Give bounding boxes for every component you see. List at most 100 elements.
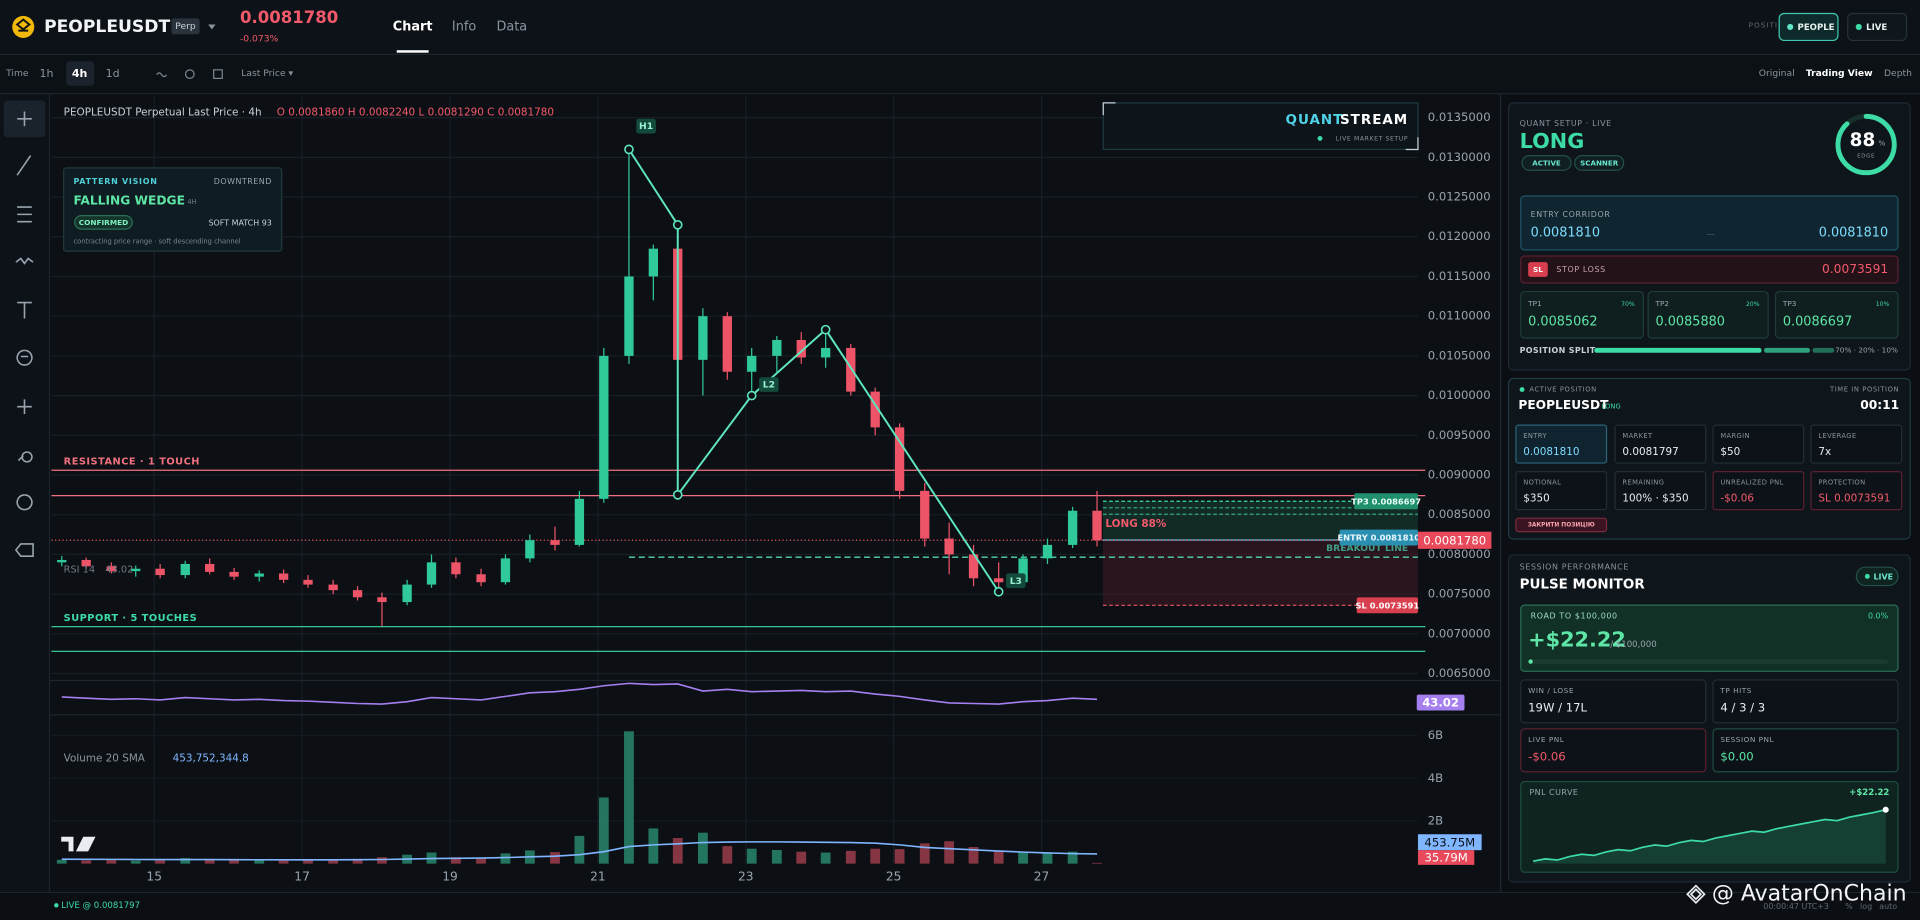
position-cell	[1712, 471, 1805, 511]
tool-icon[interactable]	[17, 399, 32, 415]
position-cell	[1712, 424, 1805, 464]
y-tick-label: 0.0100000	[1428, 388, 1491, 402]
tool-icon[interactable]	[17, 206, 32, 223]
tool-icon[interactable]	[213, 69, 223, 80]
header-button[interactable]	[1847, 12, 1908, 42]
volume-bar	[1042, 853, 1053, 864]
price-source[interactable]: Last Price ▾	[241, 68, 293, 79]
setup-label: QUANT SETUP · LIVE	[1520, 119, 1612, 128]
y-tick-label: 0.0065000	[1428, 666, 1491, 680]
tool-icon[interactable]	[16, 349, 33, 366]
position-symbol: PEOPLEUSDT	[1518, 398, 1609, 412]
level-label: RESISTANCE · 1 TOUCH	[64, 457, 200, 468]
position-label: ACTIVE POSITION	[1529, 386, 1596, 394]
volume-bar	[130, 860, 141, 864]
qs-subtitle: LIVE MARKET SETUP	[1336, 135, 1408, 142]
target-share: 20%	[1746, 301, 1760, 308]
sl-box	[1520, 255, 1899, 284]
header-button-label[interactable]: LIVE	[1866, 23, 1887, 33]
x-tick-label: 25	[886, 870, 902, 884]
drawing-toolbar	[0, 94, 49, 892]
tab[interactable]: Info	[452, 19, 476, 34]
interval[interactable]: 4h	[72, 67, 88, 80]
header-button[interactable]	[1778, 12, 1839, 42]
view-option[interactable]: Original	[1759, 68, 1795, 79]
pattern-label-bg	[1006, 573, 1026, 589]
corridor-sep: —	[1706, 229, 1715, 239]
candle-body	[352, 590, 363, 598]
candle-body	[426, 562, 437, 585]
y-tick-label: 0.0085000	[1428, 507, 1491, 521]
tool-icon[interactable]	[17, 451, 33, 463]
stop-loss-zone	[1102, 540, 1418, 606]
tool-icon[interactable]	[184, 69, 195, 80]
road-progress: 0.0%	[1868, 612, 1889, 621]
stat-value: $0.00	[1720, 750, 1753, 764]
candle-body	[451, 562, 461, 575]
y-tick-label: 0.0105000	[1428, 348, 1491, 362]
pv-pattern: FALLING WEDGE	[73, 193, 184, 207]
sl-value: 0.0073591	[1822, 262, 1888, 276]
pattern-point	[746, 390, 757, 401]
road-dot	[1528, 659, 1533, 664]
view-option[interactable]: Trading View	[1806, 68, 1873, 79]
candle-body	[229, 571, 239, 577]
close-button-label[interactable]: ЗАКРИТИ ПОЗИЦІЮ	[1528, 522, 1595, 528]
target-name: TP2	[1655, 299, 1670, 308]
footer-option[interactable]: auto	[1879, 902, 1897, 911]
chart-title: PEOPLEUSDT Perpetual Last Price · 4h	[64, 107, 262, 119]
volume-bar	[303, 860, 313, 864]
interval[interactable]: 1d	[106, 67, 120, 80]
volume-bar	[204, 859, 215, 864]
status-bar	[0, 891, 1920, 920]
toolbar-row	[0, 55, 1920, 94]
position-cell	[1515, 471, 1608, 511]
tool-icon[interactable]	[156, 72, 168, 78]
pattern-label: L2	[763, 380, 775, 391]
stat-card	[1520, 728, 1707, 773]
tool-icon[interactable]	[15, 257, 34, 265]
tool-icon[interactable]	[16, 155, 32, 176]
tool-icon[interactable]	[14, 543, 34, 557]
tool-icon[interactable]	[17, 301, 32, 319]
footer-option[interactable]: %	[1845, 902, 1853, 911]
y-tick-label: 0.0115000	[1428, 269, 1491, 283]
dropdown-arrow[interactable]	[208, 24, 216, 30]
view-option[interactable]: Depth	[1884, 68, 1912, 79]
tool-icon[interactable]	[16, 494, 33, 511]
rsi-tag-bg	[1416, 694, 1465, 711]
y-tick-label: 0.0080000	[1428, 547, 1491, 561]
target-card	[1774, 290, 1899, 339]
volume-bar	[820, 852, 831, 864]
volume-bar	[1092, 862, 1102, 864]
candle-body	[377, 597, 387, 603]
interval[interactable]: 1h	[40, 67, 54, 80]
session-pnl: +$22.22	[1528, 628, 1626, 652]
cell-label: PROTECTION	[1818, 479, 1865, 487]
header-button-label[interactable]: PEOPLE	[1798, 23, 1835, 33]
tool-icon[interactable]	[17, 111, 32, 127]
close-button[interactable]	[1515, 517, 1608, 533]
footer-option[interactable]: log	[1860, 902, 1872, 911]
pv-title: PATTERN VISION	[73, 177, 157, 186]
split-text: 70% · 20% · 10%	[1835, 345, 1898, 354]
level-label: SUPPORT · 5 TOUCHES	[64, 613, 197, 624]
stat-value: 19W / 17L	[1528, 701, 1587, 715]
tab[interactable]: Data	[497, 19, 528, 34]
target-card	[1647, 290, 1769, 339]
volume-bar	[624, 731, 634, 864]
candle-body	[574, 498, 585, 545]
tab[interactable]: Chart	[393, 19, 433, 34]
candle-body	[599, 355, 609, 499]
rsi-label: RSI 14	[64, 565, 95, 576]
candle-body	[698, 316, 708, 360]
watermark: @ AvatarOnChain	[1712, 881, 1907, 906]
setup-side: LONG	[1520, 129, 1585, 153]
volume-bar	[254, 860, 265, 864]
pattern-point	[624, 144, 634, 155]
sl-badge: SL	[1533, 265, 1543, 274]
cell-value: 0.0081797	[1622, 446, 1678, 458]
volume-bar	[796, 851, 807, 864]
pattern-label: H1	[639, 121, 653, 132]
